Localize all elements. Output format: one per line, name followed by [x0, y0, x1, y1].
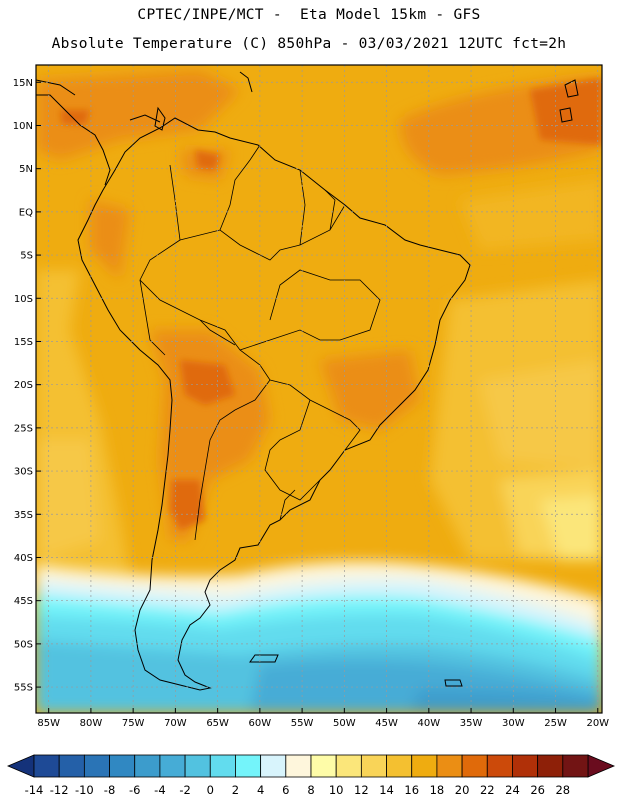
colorbar-swatch [486, 754, 513, 778]
colorbar-swatch [411, 754, 438, 778]
lon-label: 25W [544, 718, 567, 729]
colorbar-label: 6 [282, 783, 289, 797]
colorbar-label: 20 [455, 783, 470, 797]
colorbar-swatch [58, 754, 85, 778]
colorbar-label: 12 [354, 783, 369, 797]
lon-label: 50W [333, 718, 356, 729]
colorbar-label: 2 [232, 783, 239, 797]
lat-label: 15N [13, 78, 33, 89]
lat-label: 30S [14, 467, 33, 478]
colorbar-swatch [512, 754, 539, 778]
lat-label: EQ [19, 207, 33, 218]
lon-label: 20W [586, 718, 609, 729]
lon-label: 65W [206, 718, 229, 729]
colorbar-label: -2 [179, 783, 190, 797]
colorbar-swatch [134, 754, 161, 778]
colorbar-swatch [436, 754, 463, 778]
colorbar-label: 28 [555, 783, 570, 797]
colorbar-swatch [260, 754, 287, 778]
colorbar [6, 754, 616, 778]
lon-label: 70W [164, 718, 187, 729]
colorbar-swatch [461, 754, 488, 778]
lat-label: 55S [14, 683, 33, 694]
central-america-coastline [36, 94, 111, 186]
colorbar-label: -8 [104, 783, 115, 797]
colorbar-swatch [562, 754, 589, 778]
colorbar-swatch [159, 754, 186, 778]
colorbar-swatch [537, 754, 564, 778]
colorbar-label: -6 [129, 783, 140, 797]
colorbar-label: 22 [480, 783, 495, 797]
colorbar-label: 26 [530, 783, 545, 797]
lat-label: 15S [14, 337, 33, 348]
lon-label: 75W [122, 718, 145, 729]
colorbar-label: -10 [75, 783, 94, 797]
colorbar-label: 0 [207, 783, 214, 797]
colorbar-swatch [109, 754, 136, 778]
colorbar-label: 16 [404, 783, 419, 797]
colorbar-labels: -14 -12 -10 -8 -6 -4 -2 0 2 4 6 8 10 12 14 16 18 20 22 24 26… [25, 783, 571, 797]
lon-label: 60W [249, 718, 272, 729]
colorbar-swatch [33, 754, 60, 778]
longitude-labels: 85W 80W 75W 70W 65W 60W 55W 50W 45W 40W 35W 30W 25W 2… [37, 708, 609, 729]
colorbar-label: -12 [50, 783, 69, 797]
chart-title-line2: Absolute Temperature (C) 850hPa - 03/03/… [51, 36, 567, 52]
colorbar-label: 8 [307, 783, 314, 797]
colorbar-swatch [310, 754, 337, 778]
colorbar-swatch [360, 754, 387, 778]
lat-label: 20S [14, 380, 33, 391]
lon-label: 45W [375, 718, 398, 729]
colorbar-label: 14 [379, 783, 394, 797]
lat-label: 35S [14, 510, 33, 521]
country-borders [139, 164, 271, 541]
colorbar-swatch [386, 754, 413, 778]
colorbar-swatch [209, 754, 236, 778]
latitude-labels: 15N 10N 5N EQ 5S 10S 15S 20S 25S 30S 35S 40S 45S 50S 5… [13, 78, 41, 694]
colorbar-label: 10 [329, 783, 344, 797]
coastlines [36, 71, 579, 691]
map-frame [35, 64, 603, 714]
lat-label: 25S [14, 423, 33, 434]
colorbar-arrow-right [587, 754, 616, 778]
colorbar-arrow-left [6, 754, 35, 778]
lat-label: 10N [13, 121, 33, 132]
colorbar-swatch [235, 754, 262, 778]
temperature-field [36, 65, 602, 713]
lon-label: 35W [460, 718, 483, 729]
lon-label: 30W [502, 718, 525, 729]
colorbar-label: 24 [505, 783, 520, 797]
lon-label: 55W [291, 718, 314, 729]
colorbar-label: 18 [430, 783, 445, 797]
lat-label: 45S [14, 596, 33, 607]
lon-label: 80W [80, 718, 103, 729]
lat-lon-grid [36, 65, 602, 713]
lon-label: 85W [37, 718, 60, 729]
lat-label: 50S [14, 639, 33, 650]
colorbar-label: 4 [257, 783, 264, 797]
lat-label: 5N [19, 164, 33, 175]
colorbar-swatch [83, 754, 110, 778]
lat-label: 5S [20, 251, 33, 262]
colorbar-swatch [335, 754, 362, 778]
colorbar-swatch [285, 754, 312, 778]
colorbar-label: -14 [25, 783, 44, 797]
chart-title-line1: CPTEC/INPE/MCT - Eta Model 15km - GFS [137, 7, 481, 23]
lon-label: 40W [418, 718, 441, 729]
south-america-coastline [77, 117, 471, 691]
colorbar-label: -4 [154, 783, 165, 797]
lat-label: 40S [14, 553, 33, 564]
colorbar-swatch [184, 754, 211, 778]
lat-label: 10S [14, 294, 33, 305]
